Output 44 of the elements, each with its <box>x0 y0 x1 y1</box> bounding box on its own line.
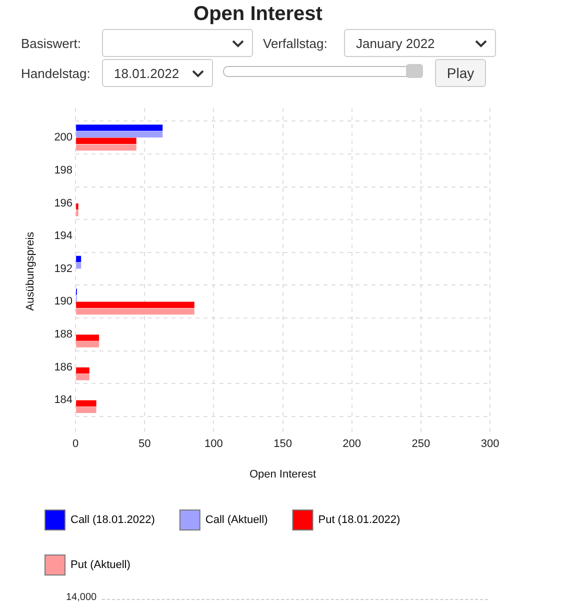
x-axis-title: Open Interest <box>249 468 316 480</box>
text: Handelstag: <box>21 66 90 81</box>
bar <box>76 406 96 414</box>
y-tick-label: 186 <box>54 361 73 374</box>
legend-label: Call (18.01.2022) <box>70 514 155 526</box>
bar <box>76 334 100 341</box>
text: 18.01.2022 <box>114 66 180 81</box>
bar <box>76 308 194 315</box>
y-tick-label: 198 <box>54 164 73 176</box>
y-tick-label: 196 <box>54 197 73 210</box>
bar <box>76 124 163 131</box>
text: January 2022 <box>356 36 435 51</box>
text: 14,000 <box>66 592 97 603</box>
bar <box>76 144 136 151</box>
bar <box>76 341 100 348</box>
x-tick-label: 150 <box>274 438 292 450</box>
text: Play <box>435 59 486 87</box>
y-tick-label: 200 <box>54 132 73 144</box>
bar <box>76 367 90 374</box>
y-tick-label: 192 <box>54 262 73 275</box>
y-axis-title: Ausübungspreis <box>24 231 37 311</box>
bar <box>76 374 90 380</box>
bar <box>76 256 82 262</box>
bar <box>76 302 194 308</box>
x-tick-label: 200 <box>342 438 362 450</box>
x-tick-label: 250 <box>412 438 430 450</box>
chart-title: Open Interest <box>192 3 324 26</box>
bar <box>76 262 82 269</box>
text: Basiswert: <box>21 36 81 51</box>
text: Verfallstag: <box>263 36 328 51</box>
x-tick-label: 300 <box>480 438 500 450</box>
y-tick-label: 188 <box>54 328 73 340</box>
x-tick-label: 50 <box>138 438 151 450</box>
y-tick-label: 184 <box>54 394 73 406</box>
x-tick-label: 0 <box>72 438 79 450</box>
legend-label: Put (Aktuell) <box>70 559 130 572</box>
legend-label: Put (18.01.2022) <box>318 514 400 526</box>
bar <box>76 138 136 144</box>
bar <box>76 400 96 406</box>
y-tick-label: 194 <box>54 230 73 242</box>
bar <box>76 131 163 138</box>
y-tick-label: 190 <box>54 296 73 308</box>
legend-label: Call (Aktuell) <box>205 514 268 526</box>
x-tick-label: 100 <box>204 438 223 450</box>
